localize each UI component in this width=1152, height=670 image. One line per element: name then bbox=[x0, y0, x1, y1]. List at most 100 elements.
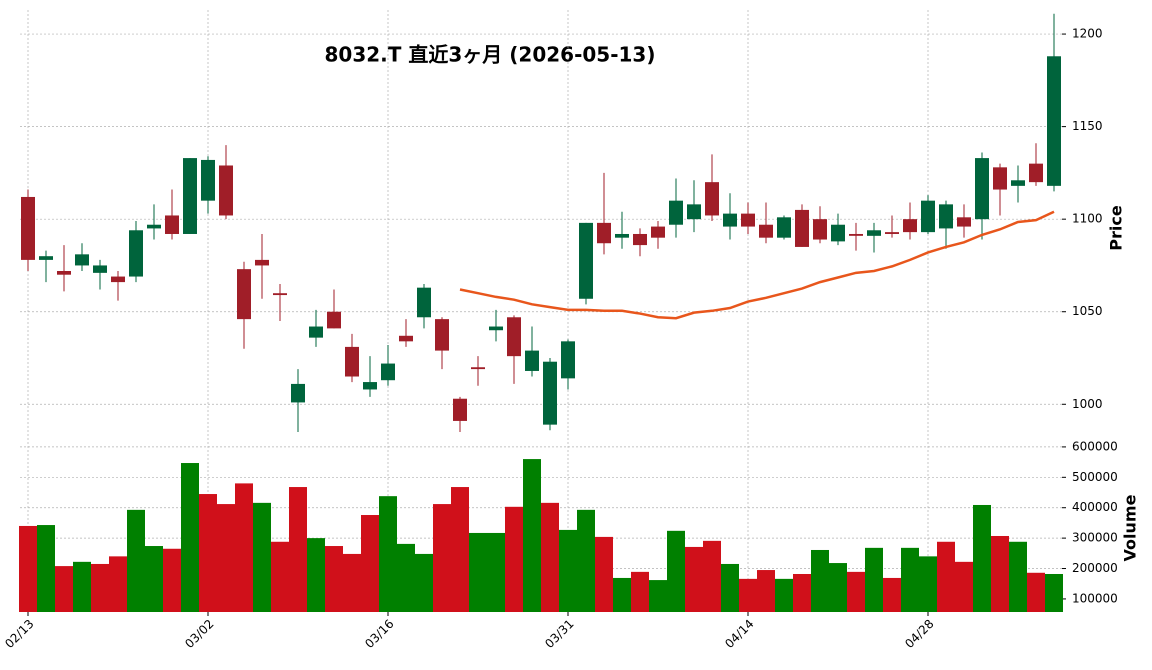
volume-bar bbox=[883, 577, 901, 612]
volume-bar bbox=[1045, 573, 1063, 612]
candle-body bbox=[993, 167, 1007, 190]
y-tick-label: 1050 bbox=[1072, 304, 1103, 318]
volume-bar bbox=[811, 549, 829, 612]
candle-body bbox=[831, 224, 845, 242]
volume-bar bbox=[757, 570, 775, 612]
candle-body bbox=[957, 217, 971, 227]
candle-body bbox=[435, 319, 449, 351]
candle-body bbox=[399, 335, 413, 342]
candle-body bbox=[1011, 180, 1025, 186]
candle-body bbox=[867, 230, 881, 236]
volume-bar bbox=[991, 535, 1009, 612]
candle-body bbox=[849, 233, 863, 236]
volume-bar bbox=[865, 547, 883, 612]
candle-body bbox=[363, 382, 377, 390]
candle-body bbox=[201, 159, 215, 201]
volume-bar bbox=[325, 546, 343, 612]
volume-bar bbox=[19, 525, 37, 612]
candle-body bbox=[57, 271, 71, 275]
candle-body bbox=[381, 363, 395, 381]
volume-bar bbox=[199, 494, 217, 612]
x-tick-label: 04/28 bbox=[902, 617, 936, 651]
volume-bar bbox=[469, 532, 487, 612]
candle-body bbox=[129, 230, 143, 277]
candle-body bbox=[471, 367, 485, 370]
volume-bar bbox=[181, 463, 199, 612]
volume-bar bbox=[415, 553, 433, 612]
candle-body bbox=[507, 317, 521, 357]
candle-body bbox=[543, 361, 557, 425]
candle-body bbox=[237, 269, 251, 320]
volume-bar bbox=[505, 506, 523, 612]
volume-bar bbox=[649, 580, 667, 612]
volume-bar bbox=[937, 541, 955, 612]
candle-body bbox=[705, 182, 719, 216]
volume-bar bbox=[55, 566, 73, 612]
x-tick-label: 03/02 bbox=[182, 617, 216, 651]
volume-bar bbox=[613, 577, 631, 612]
candle-body bbox=[255, 259, 269, 266]
volume-bar bbox=[109, 556, 127, 612]
x-tick-label: 03/16 bbox=[362, 617, 396, 651]
candle-body bbox=[417, 287, 431, 318]
candle-body bbox=[111, 276, 125, 283]
candle-body bbox=[759, 224, 773, 238]
y-tick-label: 400000 bbox=[1072, 500, 1118, 514]
volume-bar bbox=[379, 496, 397, 612]
y-tick-label: 1200 bbox=[1072, 27, 1103, 41]
volume-bar bbox=[847, 571, 865, 612]
candle-body bbox=[219, 165, 233, 216]
volume-bar bbox=[271, 541, 289, 612]
candle-body bbox=[579, 222, 593, 299]
volume-bar bbox=[1027, 572, 1045, 612]
candle-body bbox=[777, 217, 791, 238]
volume-bar bbox=[397, 543, 415, 612]
candle-body bbox=[939, 204, 953, 229]
y-tick-label: 300000 bbox=[1072, 531, 1118, 545]
volume-bar bbox=[307, 538, 325, 612]
candle-body bbox=[813, 219, 827, 240]
y-tick-label: 500000 bbox=[1072, 470, 1118, 484]
volume-bar bbox=[1009, 541, 1027, 612]
candle-body bbox=[615, 233, 629, 238]
volume-bar bbox=[217, 504, 235, 612]
volume-bar bbox=[595, 536, 613, 612]
y-tick-label: 1150 bbox=[1072, 119, 1103, 133]
volume-bar bbox=[433, 504, 451, 612]
volume-bar bbox=[667, 530, 685, 612]
volume-bar bbox=[253, 502, 271, 612]
candle-body bbox=[669, 200, 683, 225]
volume-bar bbox=[73, 561, 91, 612]
candle-body bbox=[183, 158, 197, 234]
volume-bar bbox=[829, 563, 847, 612]
volume-bar bbox=[577, 509, 595, 612]
candle-body bbox=[309, 326, 323, 338]
volume-bar bbox=[559, 529, 577, 612]
candle-body bbox=[795, 209, 809, 247]
candle-body bbox=[345, 346, 359, 377]
volume-bar bbox=[163, 548, 181, 612]
candle-body bbox=[489, 326, 503, 331]
chart-title: 8032.T 直近3ヶ月 (2026-05-13) bbox=[325, 43, 656, 67]
volume-bar bbox=[361, 515, 379, 612]
y-tick-label: 1100 bbox=[1072, 212, 1103, 226]
candle-body bbox=[741, 213, 755, 227]
candle-body bbox=[723, 213, 737, 227]
x-tick-label: 04/14 bbox=[722, 617, 756, 651]
candle-body bbox=[921, 200, 935, 233]
candle-body bbox=[273, 293, 287, 296]
volume-bar bbox=[901, 547, 919, 612]
volume-bar bbox=[955, 561, 973, 612]
candle-body bbox=[93, 265, 107, 273]
y-tick-label: 1000 bbox=[1072, 397, 1103, 411]
volume-bar bbox=[523, 459, 541, 612]
volume-bar bbox=[793, 573, 811, 612]
volume-bar bbox=[973, 504, 991, 612]
y-tick-label: 100000 bbox=[1072, 591, 1118, 605]
volume-bar bbox=[91, 563, 109, 612]
candle-body bbox=[903, 219, 917, 233]
volume-bar bbox=[685, 546, 703, 612]
candle-body bbox=[1047, 56, 1061, 186]
y-tick-label: 600000 bbox=[1072, 439, 1118, 453]
candle-body bbox=[327, 311, 341, 329]
